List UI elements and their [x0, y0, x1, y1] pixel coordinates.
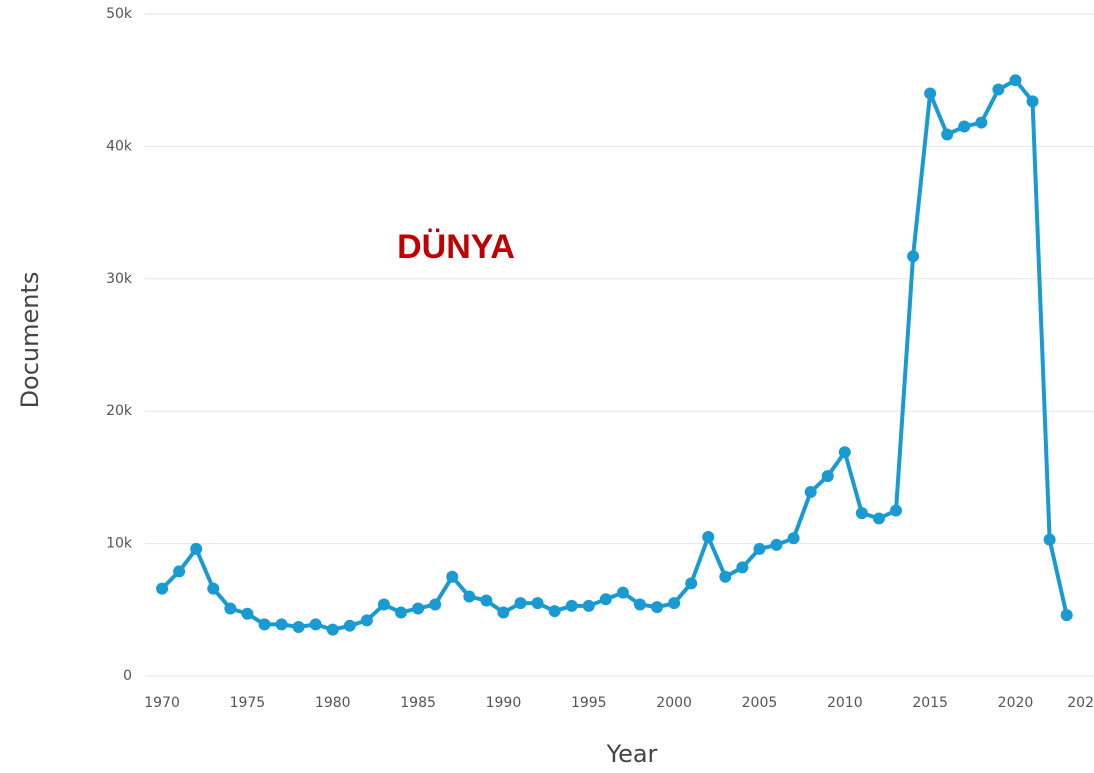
data-point: [992, 83, 1005, 96]
x-tick-label: 2010: [827, 695, 863, 711]
x-tick-label: 202: [1067, 695, 1094, 711]
data-point: [241, 607, 254, 620]
data-point: [753, 542, 766, 555]
data-point: [326, 623, 339, 636]
data-point: [1060, 609, 1073, 622]
data-point: [173, 565, 186, 578]
y-tick-label: 50k: [106, 6, 133, 22]
data-point: [633, 598, 646, 611]
data-point: [855, 507, 868, 520]
data-point: [907, 250, 920, 263]
data-point: [275, 618, 288, 631]
data-point: [821, 470, 834, 483]
data-line: [160, 78, 1069, 632]
x-tick-label: 1980: [315, 695, 351, 711]
y-tick-label: 40k: [106, 138, 133, 154]
data-point: [412, 602, 425, 615]
data-point: [975, 116, 988, 129]
data-point: [924, 87, 937, 100]
x-tick-label: 1985: [400, 695, 436, 711]
data-point: [685, 577, 698, 590]
data-point: [702, 530, 715, 543]
data-point: [446, 570, 459, 583]
x-tick-label: 2015: [912, 695, 948, 711]
data-point: [463, 590, 476, 603]
data-point: [719, 570, 732, 583]
data-point: [429, 598, 442, 611]
data-point: [377, 598, 390, 611]
data-point: [1026, 95, 1039, 108]
data-point: [958, 120, 971, 133]
data-point: [343, 619, 356, 632]
data-point: [838, 446, 851, 459]
data-point: [395, 606, 408, 619]
x-tick-label: 2020: [998, 695, 1034, 711]
data-point: [156, 582, 169, 595]
x-tick-label: 2000: [656, 695, 692, 711]
data-point: [736, 561, 749, 574]
data-point: [224, 602, 237, 615]
data-point: [1043, 533, 1056, 546]
data-point: [872, 512, 885, 525]
data-point: [616, 586, 629, 599]
data-point: [941, 128, 954, 141]
data-point: [309, 618, 322, 631]
data-point: [668, 597, 681, 610]
data-point: [770, 538, 783, 551]
data-point: [548, 605, 561, 618]
data-point: [531, 597, 544, 610]
data-point: [292, 621, 305, 634]
data-point: [651, 601, 664, 614]
y-axis-title: Documents: [16, 272, 44, 409]
x-tick-label: 1975: [230, 695, 266, 711]
data-point: [514, 597, 527, 610]
data-point: [599, 593, 612, 606]
x-tick-label: 2005: [742, 695, 778, 711]
data-point: [582, 599, 595, 612]
data-point: [360, 614, 373, 627]
x-tick-label: 1995: [571, 695, 607, 711]
data-point: [804, 485, 817, 498]
data-point: [890, 504, 903, 517]
data-point: [207, 582, 220, 595]
data-point: [565, 599, 578, 612]
y-tick-label: 0: [123, 668, 132, 684]
x-tick-label: 1990: [486, 695, 522, 711]
x-axis-title: Year: [606, 740, 658, 768]
annotation: DÜNYA: [397, 228, 515, 266]
data-point: [497, 606, 510, 619]
x-tick-label: 1970: [144, 695, 180, 711]
y-tick-label: 20k: [106, 403, 133, 419]
data-point: [787, 532, 800, 545]
data-point: [190, 542, 203, 555]
data-point: [258, 618, 271, 631]
data-point: [1009, 74, 1022, 87]
data-point: [480, 594, 493, 607]
y-tick-label: 30k: [106, 271, 133, 287]
y-tick-label: 10k: [106, 536, 133, 552]
